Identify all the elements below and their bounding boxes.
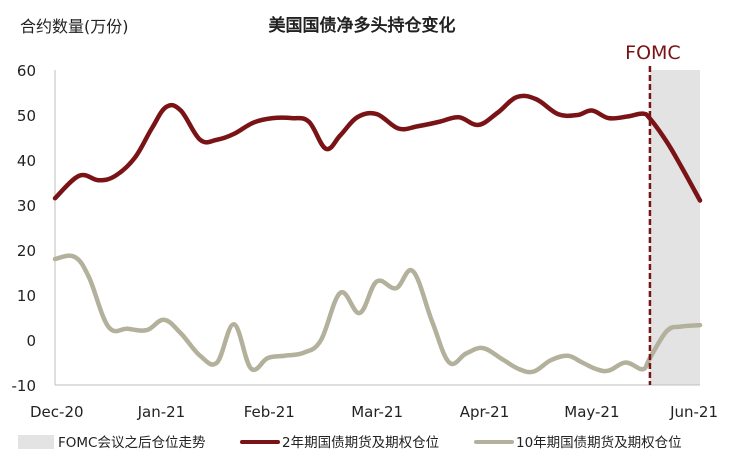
y-tick-label: -10 (12, 377, 37, 395)
y-tick-label: 30 (17, 197, 36, 215)
x-tick-label: Dec-20 (30, 403, 84, 421)
x-tick-label: Apr-21 (460, 403, 510, 421)
y-tick-label: 20 (17, 242, 36, 260)
series-line-2y (52, 93, 703, 203)
y-tick-label: 40 (17, 152, 36, 170)
legend-label-2y: 2年期国债期货及期权仓位 (282, 434, 439, 451)
legend: FOMC会议之后仓位走势 2年期国债期货及期权仓位 10年期国债期货及期权仓位 (18, 434, 682, 451)
fomc-shaded-region (649, 70, 700, 385)
x-tick-label: Mar-21 (351, 403, 403, 421)
annotation-layer: FOMC (625, 42, 681, 385)
x-tick-label: Feb-21 (244, 403, 295, 421)
y-tick-label: 50 (17, 107, 36, 125)
chart-title: 美国国债净多头持仓变化 (269, 15, 456, 36)
y-tick-label: 60 (17, 62, 36, 80)
series-layer (52, 93, 703, 375)
series-line-10y (52, 253, 703, 375)
shaded-region-layer (649, 70, 700, 385)
y-tick-label: 0 (26, 332, 36, 350)
legend-label-shaded: FOMC会议之后仓位走势 (58, 435, 205, 451)
legend-label-10y: 10年期国债期货及期权仓位 (516, 434, 682, 451)
x-tick-label: Jun-21 (669, 403, 718, 421)
y-axis-label: 合约数量(万份) (20, 17, 129, 36)
axes-layer: 60 50 40 30 20 10 0 -10 Dec-20 Jan-21 Feb-21 Mar-21… (12, 62, 719, 421)
x-tick-label: Jan-21 (137, 403, 186, 421)
fomc-annotation-label: FOMC (625, 42, 681, 64)
x-tick-label: May-21 (564, 403, 619, 421)
legend-swatch-shaded (18, 435, 54, 449)
y-tick-label: 10 (17, 287, 36, 305)
